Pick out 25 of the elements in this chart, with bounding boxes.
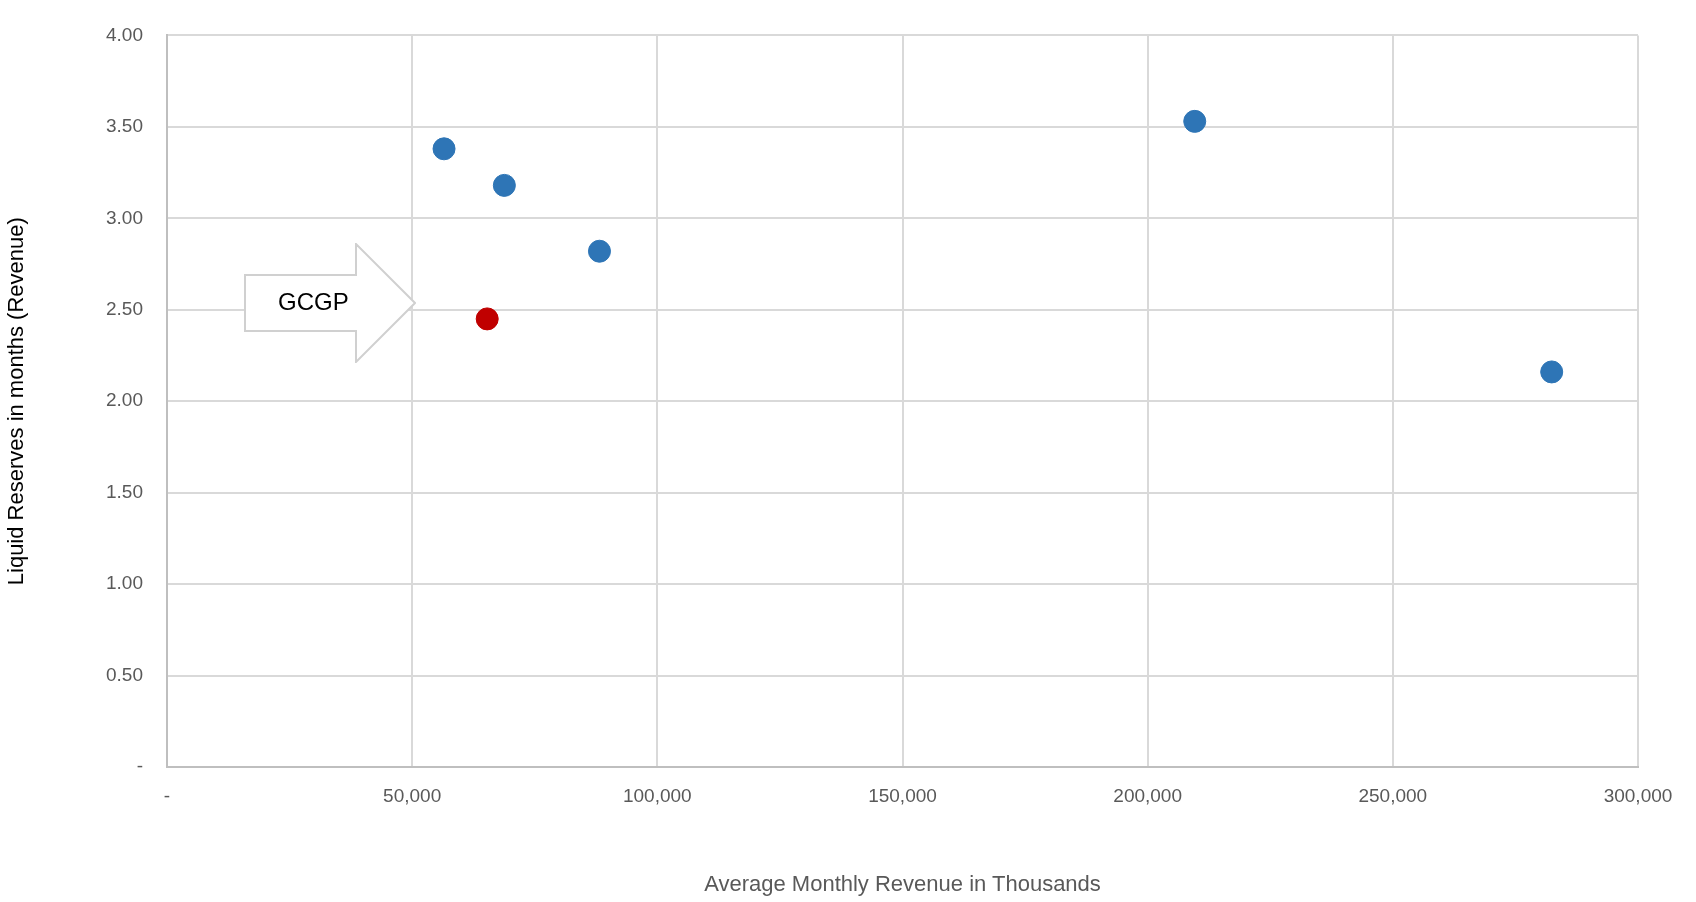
x-tick-label: 250,000 <box>1358 784 1428 806</box>
y-tick-label: 1.00 <box>106 572 143 594</box>
point <box>492 173 516 197</box>
y-tick-label: 0.50 <box>106 663 143 685</box>
y-tick-label: 1.50 <box>106 480 143 502</box>
x-tick-label: - <box>163 784 171 806</box>
x-tick-label: 100,000 <box>622 784 692 806</box>
point <box>1183 109 1207 133</box>
y-tick-label: 4.00 <box>106 23 143 45</box>
x-tick-label: 50,000 <box>383 784 442 806</box>
point <box>587 239 611 263</box>
x-tick-label: 150,000 <box>868 784 937 806</box>
y-tick-label: - <box>136 755 143 777</box>
x-tick-label: 200,000 <box>1113 784 1183 806</box>
point <box>432 137 456 161</box>
point <box>1540 360 1564 384</box>
y-axis-title: Liquid Reserves in months (Revenue) <box>3 217 29 586</box>
x-axis-title: Average Monthly Revenue in Thousands <box>704 870 1101 896</box>
point <box>475 307 499 331</box>
annotation: GCGP <box>278 288 349 316</box>
y-tick-label: 2.50 <box>106 297 143 319</box>
y-tick-label: 3.00 <box>106 206 143 228</box>
x-tick-label: 300,000 <box>1603 784 1673 806</box>
y-tick-label: 2.00 <box>106 389 143 411</box>
y-tick-label: 3.50 <box>106 115 143 137</box>
